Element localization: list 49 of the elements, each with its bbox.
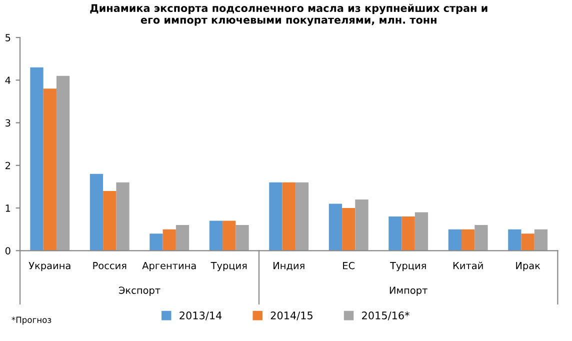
y-tick-label: 1 [6, 204, 10, 212]
bar [209, 220, 223, 251]
x-tick-label: Ирак [516, 262, 540, 272]
bar [355, 199, 368, 251]
bar [448, 229, 462, 251]
y-tick-label: 3 [6, 119, 10, 127]
bar [150, 234, 163, 251]
text: *Прогноз [12, 316, 52, 325]
y-tick-label: 4 [5, 76, 10, 84]
x-tick-label: ЕС [343, 262, 355, 270]
bar [474, 225, 488, 251]
bar [342, 208, 356, 251]
bar [402, 216, 415, 251]
y-tick-label: 0 [5, 247, 10, 254]
bar [103, 190, 116, 251]
bar [43, 88, 56, 251]
bar [222, 220, 236, 251]
legend-label: 2014/15 [270, 312, 312, 320]
x-tick-label: Аргентина [142, 262, 196, 272]
bar [282, 182, 296, 251]
bar [534, 229, 548, 251]
chart-title: Динамика экспорта подсолнечного масла из крупнейших стран и его импорт ключевыми покупателями, млн. тонн [90, 4, 488, 26]
y-tick-label: 5 [6, 34, 10, 42]
bar [90, 174, 104, 251]
x-tick-label: Турция [210, 262, 247, 272]
bar [328, 204, 342, 251]
bar [269, 182, 282, 251]
text: Экспорт [118, 286, 160, 296]
text: Импорт [390, 286, 428, 296]
bar [508, 229, 522, 251]
bar [521, 234, 534, 251]
x-tick-label: Индия [274, 262, 304, 270]
bar [116, 182, 130, 251]
bar [56, 76, 70, 251]
bar [414, 212, 428, 251]
x-tick-label: Турция [390, 262, 426, 272]
bar [388, 216, 402, 251]
legend-label: 2015/16* [362, 312, 410, 320]
bar [30, 67, 44, 251]
bar [162, 229, 176, 251]
bar [236, 225, 249, 251]
bar [176, 225, 190, 251]
bar [462, 229, 475, 251]
bar [295, 182, 309, 251]
y-tick-label: 2 [6, 162, 10, 170]
legend-label: 2013/14 [180, 312, 222, 320]
x-tick-label: Россия [93, 262, 126, 270]
x-tick-label: Китай [453, 262, 483, 270]
x-tick-label: Украина [28, 262, 70, 272]
